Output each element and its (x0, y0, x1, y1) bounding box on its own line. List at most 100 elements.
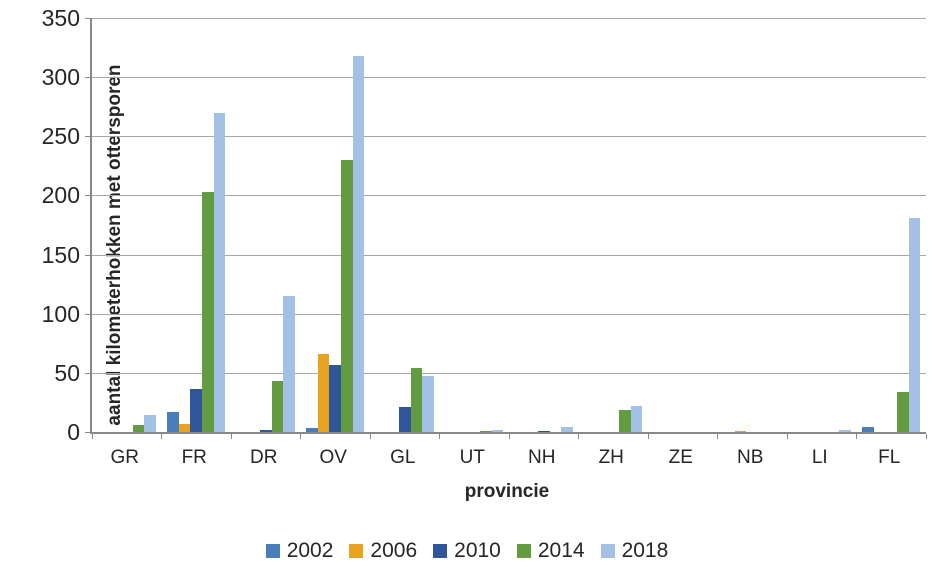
x-category-label: NB (737, 447, 764, 468)
bar-2010-OV (329, 365, 342, 432)
bar-group (162, 113, 232, 432)
bar-2018-OV (352, 56, 365, 432)
bar-2014-DR (271, 381, 284, 432)
x-axis-tick (300, 434, 301, 439)
gridline (92, 136, 926, 138)
x-axis-tick (369, 434, 371, 439)
y-axis-tick (85, 18, 90, 19)
bar-2006-OV (317, 354, 330, 432)
y-axis-tick (85, 432, 90, 433)
bar-group (370, 368, 440, 432)
x-axis-tick (856, 434, 857, 439)
gridline (92, 313, 926, 315)
x-category-label: ZE (668, 447, 693, 468)
bar-2018-ZH (630, 406, 643, 432)
legend-item-2018: 2018 (600, 539, 669, 563)
bar-2018-GR (144, 415, 156, 432)
gridline (92, 254, 926, 256)
legend-swatch (349, 544, 364, 558)
bar-group (92, 415, 162, 432)
x-category-label: UT (459, 447, 485, 468)
x-axis-tick (647, 434, 649, 439)
bar-2018-UT (491, 430, 504, 432)
y-tick-label: 50 (54, 359, 80, 386)
legend-label: 2006 (370, 539, 418, 562)
x-axis-tick (786, 434, 788, 439)
y-axis-tick (85, 254, 90, 256)
x-axis-tick (925, 434, 927, 439)
x-axis-title: provincie (464, 481, 550, 502)
legend-label: 2010 (454, 539, 501, 562)
legend-item-2002: 2002 (265, 539, 334, 563)
bar-2010-NH (537, 431, 550, 432)
x-category-label: GR (110, 447, 140, 468)
bar-2006-NB (734, 431, 747, 432)
x-category-label: ZH (598, 447, 624, 468)
legend-swatch (265, 544, 280, 558)
legend-item-2006: 2006 (349, 539, 417, 563)
x-category-label: FL (878, 447, 901, 468)
bar-2014-UT (480, 431, 492, 432)
gridline (92, 372, 926, 374)
bar-2014-GL (410, 368, 423, 432)
x-category-label: DR (250, 447, 278, 468)
x-category-label: NH (528, 447, 556, 468)
legend-label: 2014 (537, 539, 585, 562)
bar-2018-FL (908, 218, 921, 432)
bar-group (231, 296, 301, 432)
bar-2014-FR (202, 192, 214, 432)
bar-group (301, 56, 371, 432)
legend: 2002 2006 2010 2014 2018 (0, 539, 934, 563)
x-axis-category-labels: GR FR DR OV GL UT NH ZH ZE NB LI FL (90, 447, 924, 471)
bar-2010-DR (259, 430, 272, 432)
bar-2018-NH (561, 427, 573, 432)
y-tick-label: 100 (41, 300, 80, 327)
bar-group (787, 430, 857, 432)
bar-group (509, 427, 579, 432)
x-axis-tick (91, 434, 93, 439)
y-tick-label: 150 (41, 241, 80, 268)
x-category-label: LI (811, 447, 828, 468)
legend-swatch (516, 544, 531, 558)
bar-group (579, 406, 649, 432)
bar-2018-LI (839, 430, 851, 432)
x-category-label: FR (181, 447, 207, 468)
bar-group (440, 430, 510, 432)
x-axis-tick (230, 434, 232, 439)
y-axis-tick (85, 77, 90, 79)
x-axis-tick (717, 434, 718, 439)
y-tick-label: 350 (41, 5, 80, 31)
y-axis-tick (85, 136, 90, 138)
x-category-label: GL (390, 447, 416, 468)
y-tick-label: 250 (41, 123, 80, 150)
y-axis-tick (85, 372, 90, 374)
bar-2002-OV (306, 428, 318, 432)
gridline (92, 77, 926, 79)
bar-2002-FL (862, 427, 874, 432)
legend-label: 2002 (286, 539, 334, 562)
bar-2002-FR (167, 412, 179, 432)
gridline (92, 195, 926, 197)
y-tick-label: 300 (41, 64, 80, 91)
x-category-label: OV (319, 447, 347, 468)
bar-2014-FL (897, 392, 909, 432)
x-axis-tick (508, 434, 510, 439)
y-axis-tick (85, 313, 90, 315)
legend-swatch (433, 544, 448, 558)
bar-2014-GR (132, 425, 145, 432)
y-axis-tick (85, 195, 90, 197)
x-axis-tick (578, 434, 579, 439)
bar-2010-GL (398, 407, 411, 432)
bar-2014-OV (341, 160, 353, 432)
legend-item-2014: 2014 (516, 539, 585, 563)
bar-2018-DR (283, 296, 295, 432)
gridline (92, 18, 926, 19)
x-axis-tick (161, 434, 162, 439)
plot-area: aantal kilometerhokken met ottersporen (85, 18, 927, 439)
legend-label: 2018 (621, 539, 669, 562)
legend-item-2010: 2010 (433, 539, 501, 563)
legend-swatch (600, 544, 615, 558)
bar-2006-FR (178, 424, 191, 432)
y-axis-title: aantal kilometerhokken met ottersporen (104, 64, 125, 426)
